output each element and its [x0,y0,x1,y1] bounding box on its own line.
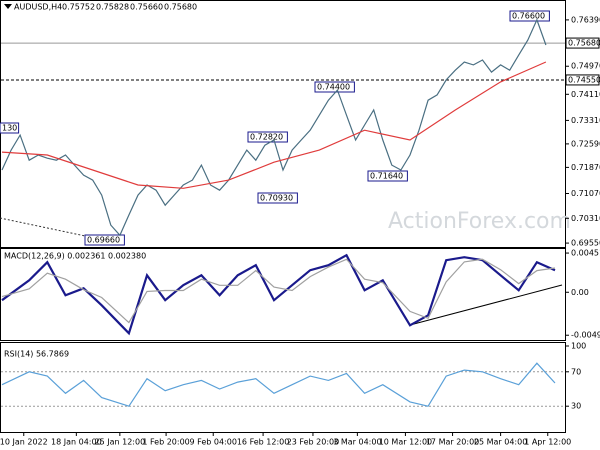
price-tag-label: 0.74550 [568,75,600,84]
annotation-box [84,234,125,246]
annotation-box [0,122,20,134]
y-tick-label: 30 [571,402,581,411]
x-tick-label: 18 Jan 04:00 [51,438,102,447]
ohlc-value: 0.75680 [164,3,197,12]
annotation-box [257,192,298,204]
x-tick-label: 25 Mar 04:00 [474,438,527,447]
annotation: 0.69660 [87,236,120,245]
price-tag [565,74,600,86]
ohlc-value: 0.75828 [96,3,129,12]
macd-panel [0,248,566,341]
rsi-panel [0,342,566,433]
dropdown-icon [4,4,12,9]
x-tick-label: 25 Jan 12:00 [95,438,146,447]
annotation-box [314,81,355,93]
ohlc-value: 0.75660 [130,3,163,12]
x-tick-label: 23 Feb 20:00 [287,438,339,447]
x-tick-label: 10 Mar 12:00 [379,438,432,447]
annotation: 0.72820 [250,133,283,142]
annotation: 0.76600 [512,12,545,21]
series-line [1,18,547,237]
x-tick-label: 16 Feb 12:00 [237,438,289,447]
trend-line [0,217,91,238]
watermark: ActionForex.com [388,209,571,234]
ohlc-value: 0.75752 [62,3,95,12]
annotation-box [247,131,288,143]
y-tick-label: 70 [571,367,581,376]
price-tag [565,37,600,49]
series-line [1,258,556,324]
x-tick-label: 3 Mar 04:00 [333,438,381,447]
annotation-box [509,10,550,22]
y-tick-label: 100 [571,342,586,351]
series-line [1,61,547,189]
x-tick-label: 10 Jan 2022 [0,438,48,447]
annotation: 130 [2,124,17,133]
series-line [1,253,556,336]
panel-title: RSI(14) 56.7869 [4,350,69,359]
annotation: 0.74400 [317,83,350,92]
macd-trend-line [409,284,563,326]
y-tick-label: 0.69550 [571,239,600,248]
price-tag-label: 0.75680 [568,39,600,48]
annotation-box [367,170,408,182]
panel-title: MACD(12,26,9) 0.002361 0.002380 [4,252,146,261]
annotation: 0.70930 [260,194,293,203]
series-line [1,362,556,407]
x-tick-label: 1 Feb 20:00 [142,438,189,447]
y-tick-label: 0.004517 [571,249,600,258]
annotation: 0.71640 [370,172,403,181]
x-tick-label: 17 Mar 20:00 [426,438,479,447]
x-tick-label: 1 Apr 12:00 [524,438,571,447]
x-tick-label: 9 Feb 04:00 [190,438,237,447]
y-tick-label: -0.00495 [571,331,600,340]
chart-title: AUDUSD,H4 [14,3,62,12]
y-tick-label: 0.00 [571,288,589,297]
